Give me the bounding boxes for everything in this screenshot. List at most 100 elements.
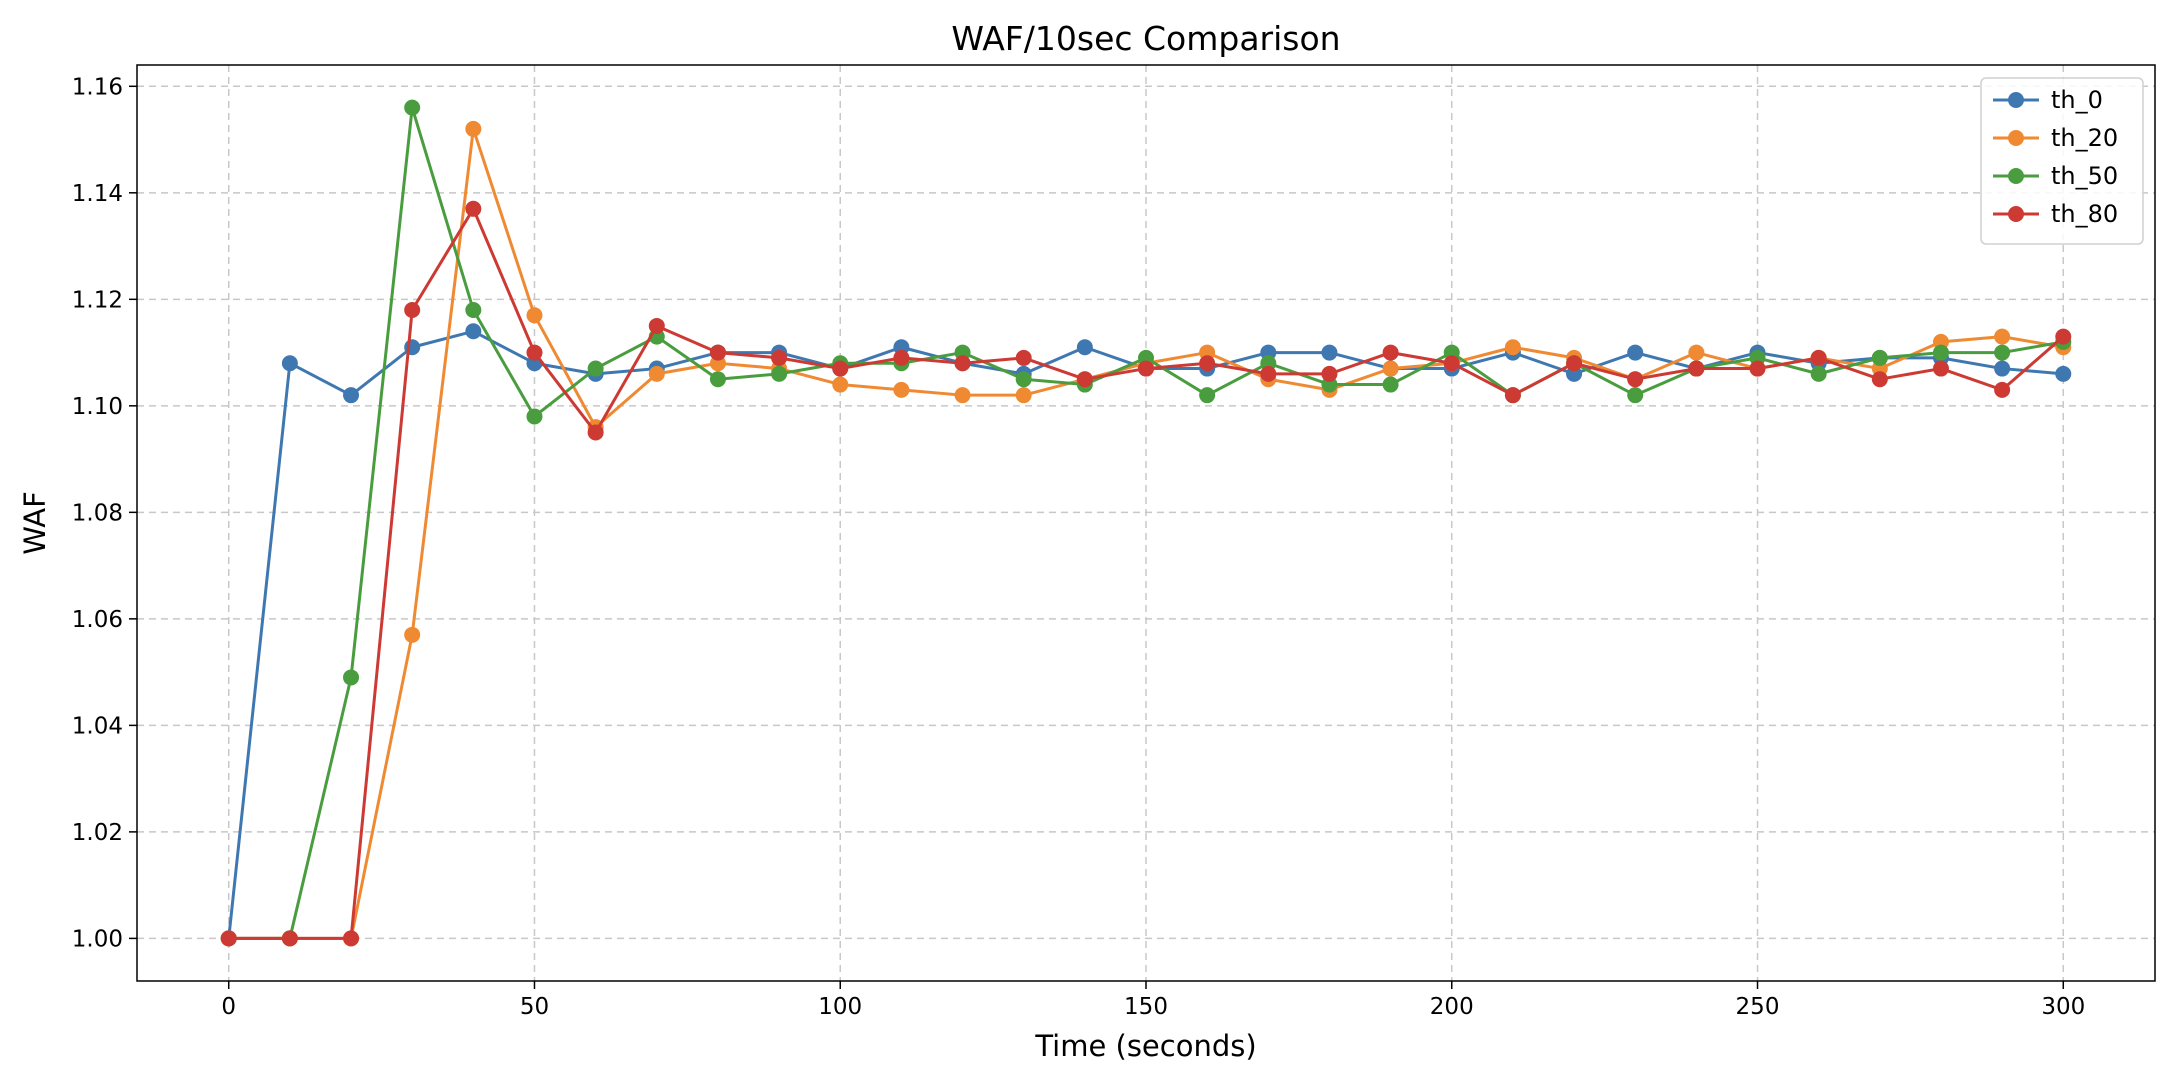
data-point-th-80: [1688, 360, 1705, 377]
y-axis-label: WAF: [18, 491, 52, 555]
data-point-th-80: [1810, 349, 1827, 366]
data-point-th-80: [771, 349, 788, 366]
x-tick-label: 50: [520, 994, 549, 1020]
data-point-th-80: [404, 301, 421, 318]
data-point-th-50: [1932, 344, 1949, 361]
y-tick-label: 1.06: [72, 607, 123, 633]
legend-box: [1980, 77, 2144, 245]
data-point-th-80: [2055, 328, 2072, 345]
legend-label: th_80: [2051, 200, 2118, 228]
data-point-th-20: [404, 626, 421, 643]
data-point-th-50: [526, 408, 543, 425]
data-point-th-50: [1994, 344, 2011, 361]
chart-title: WAF/10sec Comparison: [951, 19, 1340, 58]
x-tick-label: 0: [221, 994, 236, 1020]
data-point-th-80: [1749, 360, 1766, 377]
data-point-th-80: [1138, 360, 1154, 377]
x-tick-label: 300: [2041, 994, 2085, 1020]
data-point-th-0: [1076, 339, 1093, 356]
x-tick-label: 150: [1124, 994, 1168, 1020]
data-point-th-20: [893, 381, 910, 398]
data-point-th-0: [281, 355, 298, 372]
legend-label: th_20: [2051, 124, 2118, 152]
data-point-th-20: [1504, 339, 1521, 356]
legend-item-th-20: th_20: [1993, 124, 2118, 152]
data-point-th-80: [1566, 355, 1583, 372]
data-point-th-50: [1382, 376, 1399, 393]
data-point-th-50: [709, 371, 726, 388]
legend-marker: [2008, 92, 2024, 108]
legend-item-th-50: th_50: [1993, 162, 2118, 190]
data-point-th-50: [465, 301, 482, 318]
y-tick-label: 1.14: [72, 181, 123, 207]
data-point-th-50: [404, 99, 421, 116]
data-point-th-80: [1382, 344, 1399, 361]
legend-label: th_0: [2051, 86, 2103, 114]
series-layer: [220, 99, 2072, 947]
data-point-th-50: [1627, 387, 1644, 404]
data-point-th-80: [526, 344, 543, 361]
data-point-th-80: [220, 930, 237, 947]
legend-item-th-80: th_80: [1993, 200, 2118, 228]
data-point-th-0: [343, 387, 360, 404]
data-point-th-80: [587, 424, 604, 441]
data-point-th-80: [1015, 349, 1032, 366]
axis-ticks: 0 50 100 150 200 250 300 1.00 1.02 1.04 1.06 1.08 1.…: [72, 74, 2085, 1020]
grid-lines: [137, 65, 2155, 981]
series-th-80: [220, 200, 2072, 947]
data-point-th-80: [343, 930, 360, 947]
data-point-th-0: [2055, 365, 2072, 382]
data-point-th-80: [1932, 360, 1949, 377]
legend-item-th-0: th_0: [1993, 86, 2103, 114]
data-point-th-50: [771, 365, 788, 382]
legend-marker: [2008, 130, 2024, 146]
y-tick-label: 1.16: [72, 74, 123, 100]
data-point-th-80: [1443, 355, 1460, 372]
data-point-th-20: [465, 120, 482, 137]
data-point-th-80: [1871, 371, 1888, 388]
x-axis-label: Time (seconds): [1034, 1029, 1256, 1063]
data-point-th-0: [465, 323, 482, 340]
data-point-th-80: [465, 200, 482, 217]
legend-marker: [2008, 168, 2024, 184]
data-point-th-20: [954, 387, 971, 404]
data-point-th-50: [343, 669, 360, 686]
data-point-th-50: [1871, 349, 1888, 366]
data-point-th-50: [1810, 365, 1827, 382]
data-point-th-80: [1504, 387, 1521, 404]
y-tick-label: 1.04: [72, 713, 123, 739]
y-tick-label: 1.10: [72, 394, 123, 420]
y-tick-label: 1.02: [72, 820, 123, 846]
data-point-th-20: [1688, 344, 1705, 361]
data-point-th-20: [1382, 360, 1399, 377]
data-point-th-80: [1627, 371, 1644, 388]
legend-label: th_50: [2051, 162, 2118, 190]
x-tick-label: 100: [818, 994, 862, 1020]
data-point-th-80: [709, 344, 726, 361]
data-point-th-80: [832, 360, 849, 377]
data-point-th-80: [1260, 365, 1277, 382]
data-point-th-50: [1015, 371, 1032, 388]
y-tick-label: 1.08: [72, 500, 123, 526]
data-point-th-80: [893, 349, 910, 366]
data-point-th-80: [648, 317, 665, 334]
data-point-th-50: [1199, 387, 1216, 404]
data-point-th-80: [1199, 355, 1216, 372]
legend-marker: [2008, 206, 2024, 222]
x-tick-label: 250: [1736, 994, 1780, 1020]
data-point-th-80: [954, 355, 971, 372]
legend: th_0 th_20 th_50 th_80: [1980, 77, 2144, 245]
x-tick-label: 200: [1430, 994, 1474, 1020]
data-point-th-0: [1321, 344, 1338, 361]
data-point-th-20: [526, 307, 543, 324]
data-point-th-20: [832, 376, 849, 393]
data-point-th-80: [281, 930, 298, 947]
data-point-th-80: [1994, 381, 2011, 398]
data-point-th-80: [1321, 365, 1338, 382]
data-point-th-50: [587, 360, 604, 377]
data-point-th-0: [1994, 360, 2011, 377]
y-tick-label: 1.12: [72, 287, 123, 313]
y-tick-label: 1.00: [72, 926, 123, 952]
data-point-th-20: [1994, 328, 2011, 345]
